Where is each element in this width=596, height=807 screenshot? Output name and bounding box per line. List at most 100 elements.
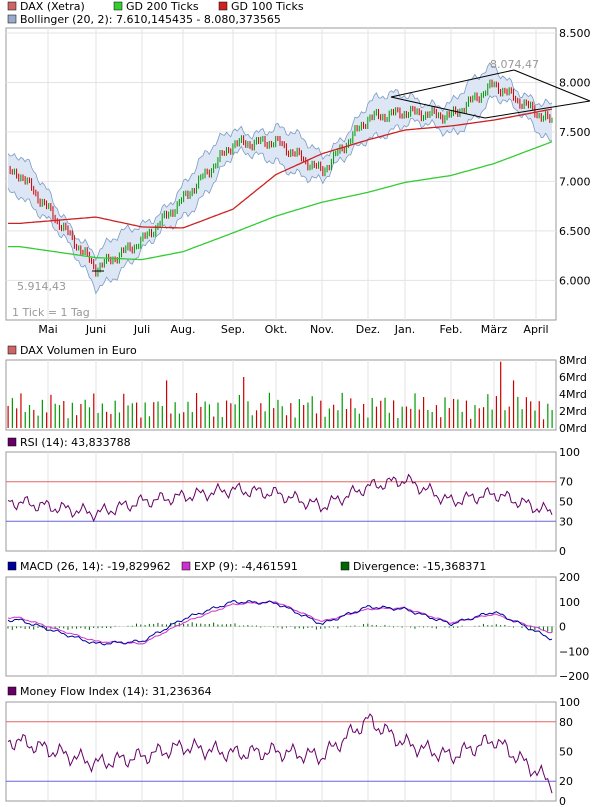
- volume-bar: [243, 377, 245, 428]
- volume-bar: [422, 397, 425, 428]
- rsi-panel-frame: [5, 451, 557, 552]
- axis-tick-label: 100: [559, 696, 580, 709]
- volume-bar: [136, 402, 138, 428]
- volume-bar: [264, 411, 266, 428]
- volume-bar: [435, 405, 438, 428]
- volume-bar: [144, 402, 146, 428]
- mfi-panel: Money Flow Index (14): 31,236364 100 80 50…: [5, 685, 580, 807]
- axis-tick-label: 30: [559, 515, 573, 528]
- month-axis: Mai Juni Juli Aug. Sep. Okt. Nov. Dez. J…: [38, 323, 548, 336]
- volume-bar: [410, 408, 412, 428]
- volume-bar: [93, 393, 95, 428]
- volume-bar: [80, 403, 82, 428]
- month-label: Juni: [85, 323, 106, 336]
- volume-bar: [350, 398, 352, 428]
- month-label: Jan.: [394, 323, 415, 336]
- volume-bar: [131, 403, 133, 428]
- volume-bar: [281, 406, 283, 428]
- volume-bar: [320, 400, 322, 428]
- macd-lines: [7, 600, 553, 646]
- volume-bar: [153, 402, 155, 428]
- volume-bar: [76, 415, 78, 428]
- volume-bar: [294, 417, 296, 428]
- volume-bar: [337, 410, 339, 428]
- volume-bar: [478, 408, 480, 428]
- volume-bar: [208, 404, 211, 428]
- mfi-line: [7, 713, 553, 794]
- volume-bar: [538, 401, 540, 428]
- volume-bar: [444, 397, 446, 428]
- volume-bar: [290, 403, 292, 428]
- volume-bar: [427, 409, 429, 428]
- legend-swatch-gd100: [218, 1, 228, 11]
- volume-bar: [187, 401, 189, 428]
- volume-bar: [101, 403, 103, 428]
- legend-swatch-gd200: [113, 1, 123, 11]
- volume-bar: [37, 415, 39, 428]
- tick-note: 1 Tick = 1 Tag: [12, 306, 90, 319]
- axis-tick-label: 6.000: [559, 274, 591, 287]
- volume-bar: [165, 380, 168, 428]
- moving-averages: [8, 108, 553, 261]
- volume-bar: [225, 400, 228, 428]
- volume-bar: [247, 401, 249, 428]
- volume-bar: [161, 405, 163, 428]
- volume-bar: [7, 405, 9, 428]
- volume-bar: [431, 411, 433, 428]
- volume-bar: [97, 412, 99, 428]
- volume-bar: [11, 398, 13, 428]
- gd100-line: [8, 108, 553, 229]
- volume-bar: [123, 393, 125, 428]
- legend-mfi-label: Money Flow Index (14): 31,236364: [20, 685, 212, 698]
- volume-bar: [24, 412, 26, 428]
- volume-bar: [354, 408, 356, 428]
- bollinger-lower-line: [7, 95, 553, 295]
- volume-bar: [50, 394, 52, 428]
- volume-bar: [315, 413, 318, 428]
- volume-bar: [33, 409, 35, 428]
- legend-rsi-label: RSI (14): 43,833788: [20, 436, 131, 449]
- volume-bar: [285, 415, 288, 428]
- axis-tick-label: 100: [559, 596, 580, 609]
- axis-tick-label: 0: [559, 621, 566, 634]
- volume-bar: [517, 396, 519, 428]
- volume-bar: [547, 403, 549, 428]
- axis-tick-label: 0Mrd: [559, 422, 587, 435]
- volume-bar: [268, 392, 270, 428]
- volume-gridlines: [47, 360, 537, 428]
- volume-bar: [470, 418, 472, 428]
- volume-bar: [311, 396, 313, 428]
- legend-swatch-volume: [7, 345, 17, 355]
- volume-bar: [401, 406, 403, 428]
- volume-bar: [84, 399, 86, 428]
- month-label: Juli: [133, 323, 150, 336]
- volume-bar: [174, 402, 176, 428]
- legend-macd-label: MACD (26, 14): -19,829962: [20, 560, 171, 573]
- axis-tick-label: 50: [559, 746, 573, 759]
- axis-tick-label: 7.000: [559, 175, 591, 188]
- volume-panel-frame: [5, 359, 557, 431]
- month-label: Sep.: [221, 323, 245, 336]
- volume-bar: [440, 417, 442, 428]
- volume-bar: [341, 392, 343, 428]
- volume-bar: [148, 416, 151, 428]
- axis-tick-label: 0: [559, 795, 566, 807]
- volume-bar: [16, 408, 18, 428]
- legend-price-label: DAX (Xetra): [20, 0, 85, 13]
- volume-bar: [88, 407, 91, 428]
- volume-bar: [273, 408, 275, 428]
- volume-bar: [255, 410, 258, 428]
- bollinger-upper-line: [7, 62, 553, 262]
- volume-bars: [7, 361, 553, 428]
- month-label: Feb.: [440, 323, 463, 336]
- axis-tick-label: 80: [559, 716, 573, 729]
- volume-bar: [452, 398, 455, 428]
- rsi-axis-ticks: 100 70 50 30 0: [559, 446, 580, 558]
- legend-gd100-label: GD 100 Ticks: [231, 0, 304, 13]
- axis-tick-label: 8.000: [559, 76, 591, 89]
- volume-bar: [298, 399, 300, 428]
- legend-swatch-bollinger: [7, 14, 17, 24]
- volume-bar: [46, 412, 48, 428]
